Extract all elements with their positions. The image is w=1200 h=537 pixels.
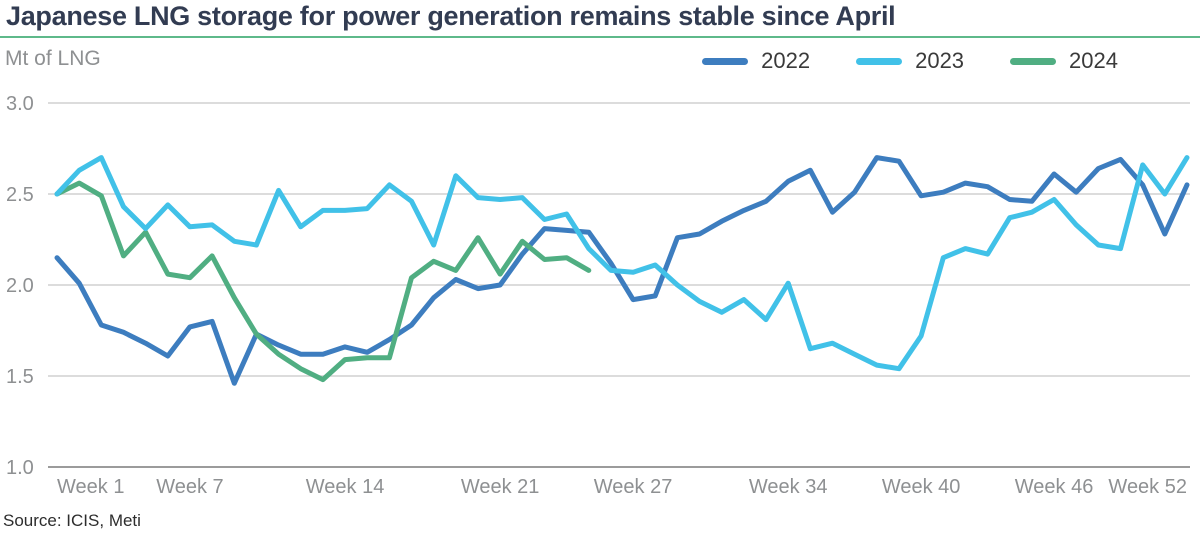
- legend-item-2024: 2024: [1010, 48, 1118, 74]
- legend-swatch-2023: [856, 57, 903, 65]
- legend-label-2024: 2024: [1069, 48, 1118, 73]
- y-tick-label: 2.5: [6, 184, 34, 206]
- series-line-2022: [54, 155, 1190, 386]
- x-tick-label: Week 27: [594, 476, 673, 498]
- title-underline: [0, 36, 1200, 38]
- x-tick-label: Week 14: [306, 476, 385, 498]
- legend-item-2023: 2023: [856, 48, 964, 74]
- legend-label-2022: 2022: [761, 48, 811, 73]
- series-line-2023: [54, 155, 1190, 372]
- x-tick-label: Week 21: [461, 476, 540, 498]
- y-tick-label: 1.5: [6, 366, 34, 388]
- legend-swatch-2022: [702, 57, 749, 65]
- y-tick-label: 2.0: [6, 275, 34, 297]
- source-note: Source: ICIS, Meti: [3, 511, 141, 530]
- legend-item-2022: 2022: [702, 48, 810, 74]
- x-tick-label: Week 40: [882, 476, 961, 498]
- chart-title: Japanese LNG storage for power generatio…: [6, 1, 896, 31]
- y-axis-unit-label: Mt of LNG: [5, 47, 101, 70]
- y-tick-label: 3.0: [6, 93, 34, 115]
- line-chart-plot-area: 3.0 2.5 2.0 1.5 1.0 Week 1 Week 7 Week 14 Week 2…: [6, 93, 1190, 498]
- x-tick-label: Week 7: [156, 476, 223, 498]
- legend-label-2023: 2023: [915, 48, 965, 73]
- x-tick-label: Week 1: [57, 476, 124, 498]
- x-tick-label: Week 52: [1108, 476, 1187, 498]
- y-tick-label: 1.0: [6, 457, 34, 479]
- series-line-2024: [54, 180, 592, 383]
- legend: 2022 2023 2024: [702, 48, 1118, 74]
- x-tick-label: Week 34: [749, 476, 828, 498]
- x-tick-label: Week 46: [1015, 476, 1094, 498]
- legend-swatch-2024: [1010, 57, 1057, 65]
